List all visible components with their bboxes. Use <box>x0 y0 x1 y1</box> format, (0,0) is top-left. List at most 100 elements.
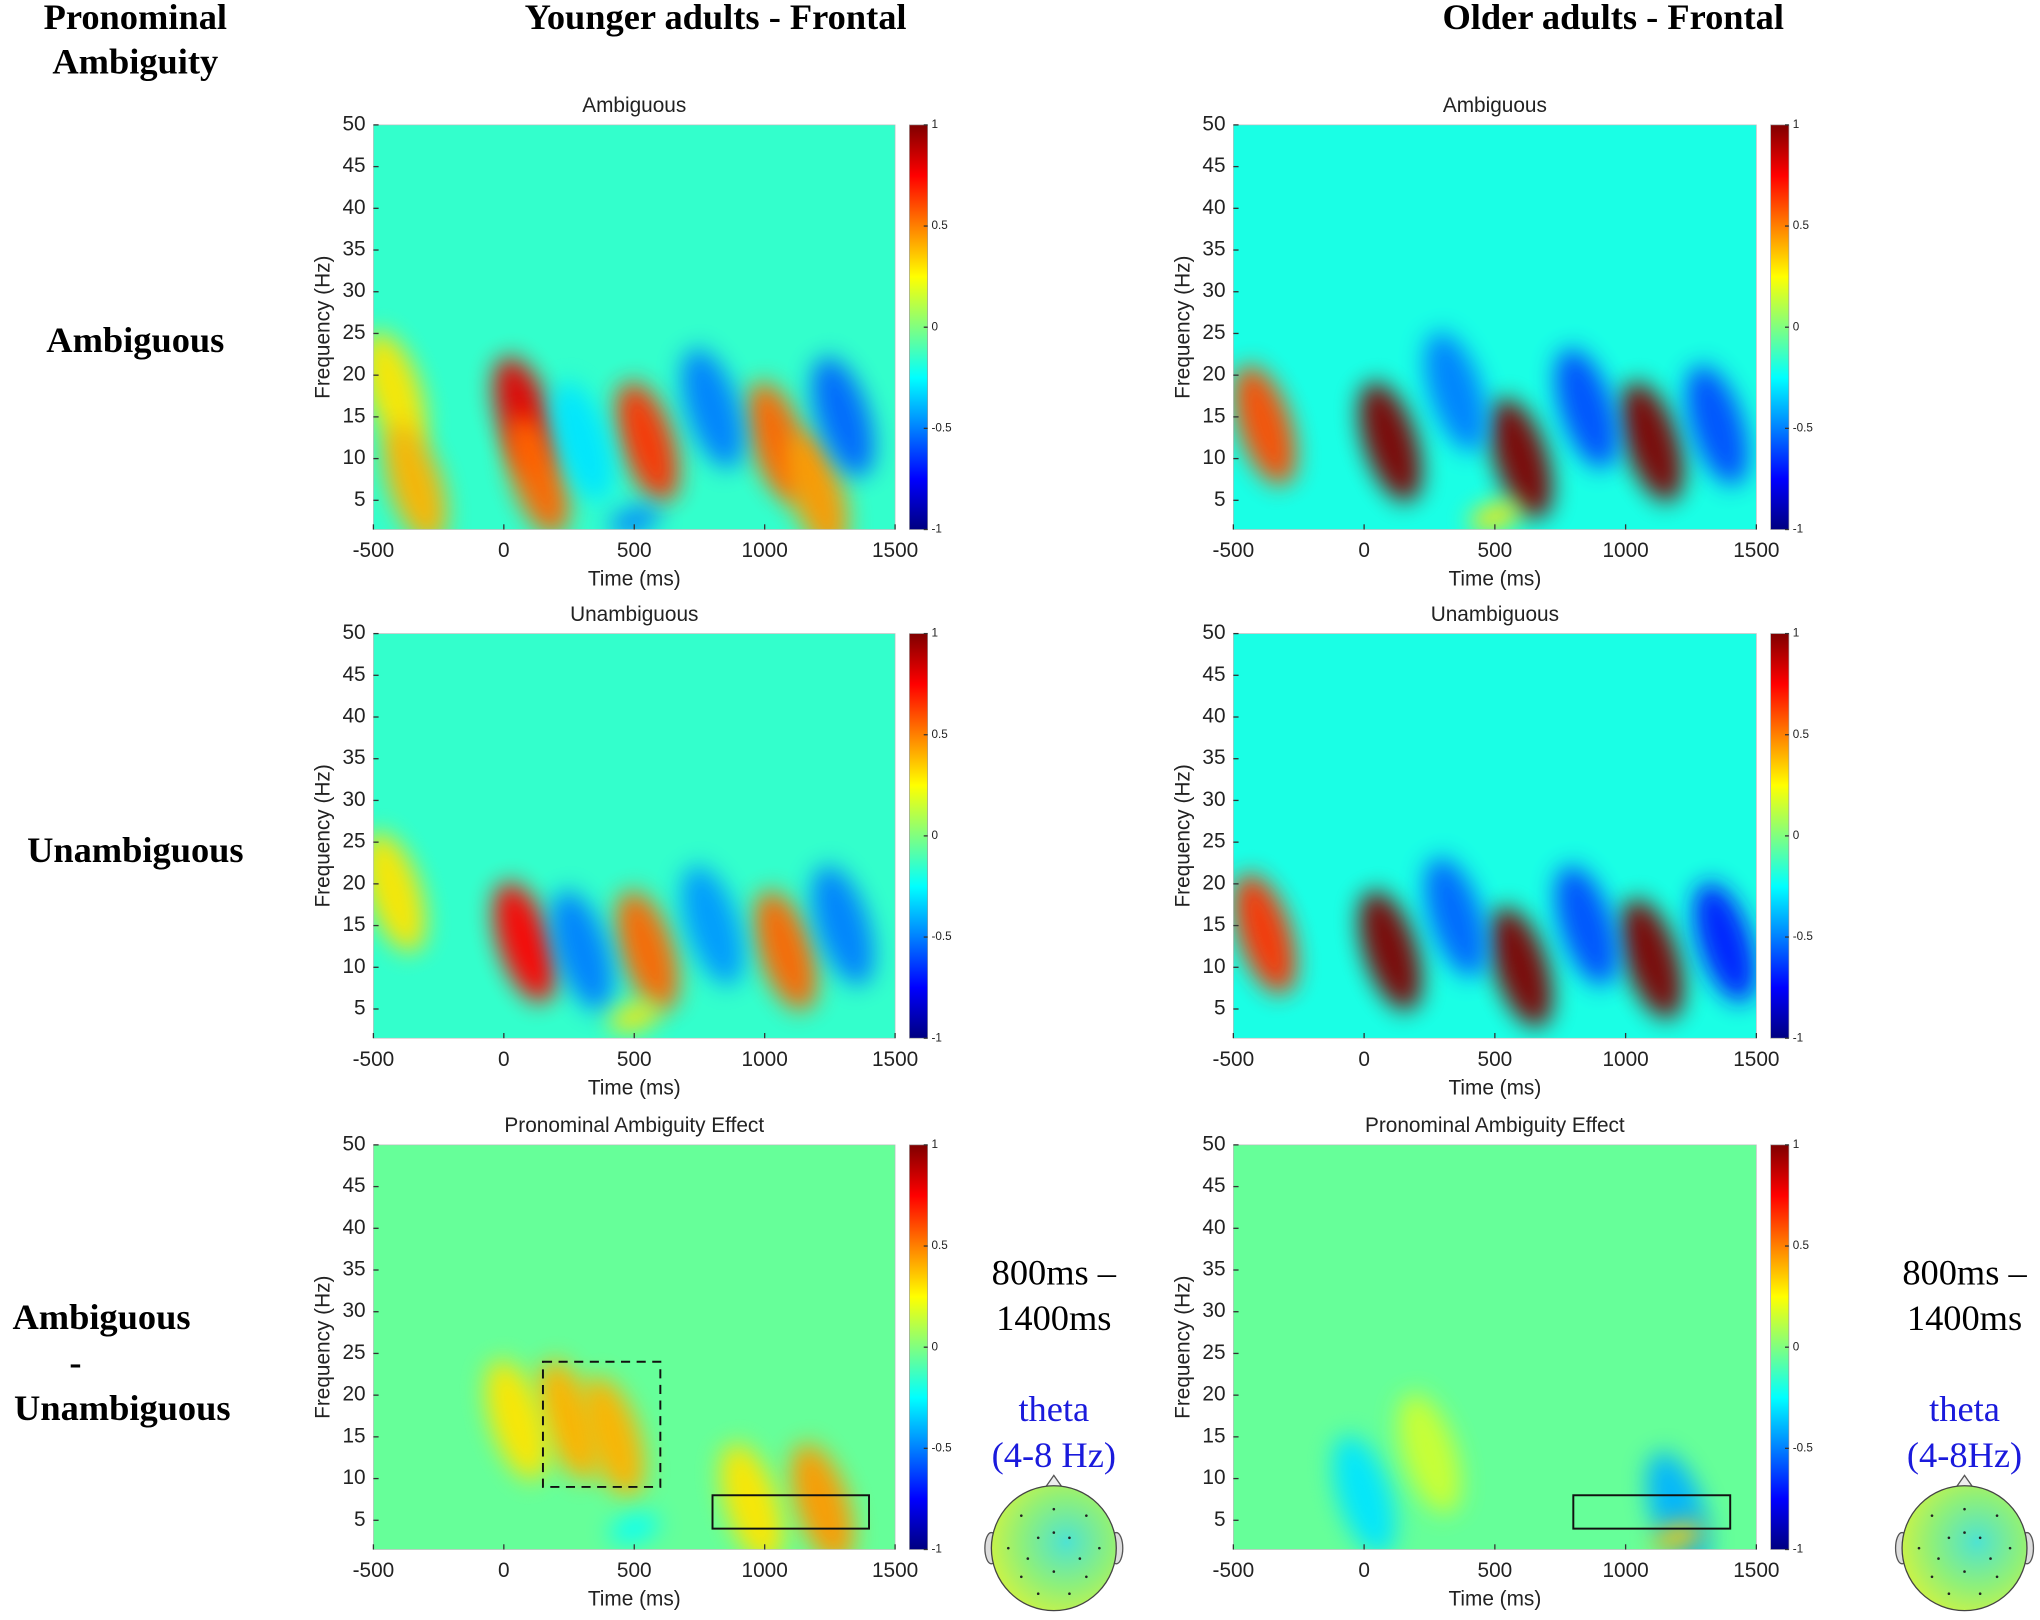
x-tick-label: 1500 <box>872 539 918 562</box>
electrode <box>1068 1592 1071 1596</box>
electrode <box>1020 1514 1023 1517</box>
colorbar-tick-label: 1 <box>932 1138 939 1151</box>
heatmap <box>373 633 896 1039</box>
time-window-label: 1400ms <box>1907 1298 2022 1338</box>
time-window-label: 800ms – <box>992 1253 1117 1293</box>
heatmap-blob <box>1489 907 1553 1028</box>
heatmap-blob <box>506 415 570 530</box>
y-tick-label: 15 <box>342 1424 365 1447</box>
heatmap-blob <box>537 1360 601 1481</box>
colorbar-tick-label: 0 <box>1793 1340 1800 1353</box>
heatmap-blob <box>720 1443 784 1550</box>
electrode <box>1052 1531 1056 1534</box>
panel-title: Ambiguous <box>1443 94 1547 117</box>
electrode <box>1989 1557 1992 1560</box>
y-tick-label: 35 <box>342 1258 365 1281</box>
colorbar-tick-label: 1 <box>932 118 939 131</box>
x-tick-label: 0 <box>498 539 510 562</box>
electrode <box>1978 1536 1982 1540</box>
heatmap-blob <box>1233 365 1297 486</box>
y-tick-label: 30 <box>1202 1299 1225 1322</box>
heatmap-blob <box>609 1002 660 1033</box>
colorbar-tick-label: 0 <box>1793 320 1800 333</box>
y-tick-label: 10 <box>1202 446 1225 469</box>
head-nose <box>1954 1474 1975 1489</box>
y-tick-label: 50 <box>1202 1132 1225 1155</box>
heatmap-blob <box>373 832 426 953</box>
electrode <box>1078 1557 1082 1560</box>
y-tick-label: 10 <box>342 1466 365 1489</box>
x-axis-label: Time (ms) <box>1448 1076 1541 1099</box>
colorbar-tick-label: -1 <box>932 523 942 536</box>
y-tick-label: 50 <box>342 1132 365 1155</box>
panel-title: Ambiguous <box>582 94 686 117</box>
colorbar-tick-label: -0.5 <box>932 930 953 943</box>
y-tick-label: 35 <box>342 238 365 261</box>
x-tick-label: 1000 <box>1602 539 1648 562</box>
y-tick-label: 50 <box>1202 621 1225 644</box>
electrode <box>1036 1536 1040 1540</box>
y-tick-label: 45 <box>1202 1174 1225 1197</box>
y-tick-label: 5 <box>354 1508 366 1531</box>
y-tick-label: 40 <box>1202 196 1225 219</box>
heatmap-blob <box>582 1376 645 1497</box>
colorbar-tick-label: -0.5 <box>1793 1441 1814 1454</box>
heatmap-blob <box>681 348 744 469</box>
x-tick-label: -500 <box>353 1048 395 1071</box>
x-tick-label: 1000 <box>1602 1048 1648 1071</box>
electrode <box>1930 1575 1934 1579</box>
x-axis-label: Time (ms) <box>588 568 681 591</box>
heatmap-blob <box>1693 882 1757 1003</box>
y-tick-label: 25 <box>1202 1341 1225 1364</box>
window-box <box>1572 1494 1732 1530</box>
heatmap-blob <box>681 865 744 986</box>
x-tick-label: -500 <box>1213 1048 1255 1071</box>
electrode <box>1052 1570 1056 1573</box>
heatmap-blob <box>550 381 614 502</box>
electrode <box>1026 1557 1030 1560</box>
y-tick-label: 40 <box>342 1216 365 1239</box>
electrode <box>1020 1575 1023 1579</box>
y-tick-label: 50 <box>342 112 365 135</box>
y-tick-label: 10 <box>342 446 365 469</box>
heatmap-blob <box>550 890 614 1011</box>
colorbar-tick-label: 0.5 <box>1793 1239 1810 1252</box>
x-tick-label: 1000 <box>742 1559 788 1582</box>
colorbar-tick-label: -1 <box>1793 523 1803 536</box>
y-tick-label: 40 <box>1202 705 1225 728</box>
x-tick-label: 500 <box>617 1559 652 1582</box>
y-tick-label: 30 <box>342 1299 365 1322</box>
y-tick-label: 35 <box>342 746 365 769</box>
y-tick-label: 35 <box>1202 1258 1225 1281</box>
heatmap-blob <box>615 381 679 502</box>
colorbar-tick-label: 0 <box>932 1340 939 1353</box>
y-tick-label: 25 <box>342 321 365 344</box>
band-label: theta <box>1018 1389 1089 1429</box>
y-tick-label: 15 <box>1202 1424 1225 1447</box>
y-tick-label: 15 <box>1202 404 1225 427</box>
heatmap <box>1233 1144 1757 1550</box>
y-axis-label: Frequency (Hz) <box>311 256 334 399</box>
y-tick-label: 10 <box>1202 1466 1225 1489</box>
x-tick-label: 1500 <box>872 1559 918 1582</box>
y-axis-label: Frequency (Hz) <box>1171 1276 1194 1419</box>
colorbar-tick-label: -0.5 <box>932 1441 953 1454</box>
x-axis-label: Time (ms) <box>588 1588 681 1611</box>
x-tick-label: 0 <box>1358 1048 1370 1071</box>
y-tick-label: 40 <box>342 705 365 728</box>
colorbar-tick-label: 1 <box>1793 118 1800 131</box>
time-window-label: 800ms – <box>1902 1253 2027 1293</box>
y-axis-label: Frequency (Hz) <box>1171 764 1194 907</box>
y-tick-label: 5 <box>354 488 366 511</box>
x-tick-label: 1500 <box>872 1048 918 1071</box>
y-tick-label: 50 <box>342 621 365 644</box>
x-tick-label: 1000 <box>742 539 788 562</box>
heatmap-blob <box>1685 365 1749 486</box>
y-tick-label: 5 <box>1214 1508 1226 1531</box>
y-tick-label: 35 <box>1202 746 1225 769</box>
x-tick-label: -500 <box>353 539 395 562</box>
head-nose <box>1044 1474 1064 1489</box>
colorbar-tick-label: 0 <box>932 320 939 333</box>
x-tick-label: -500 <box>1213 539 1255 562</box>
